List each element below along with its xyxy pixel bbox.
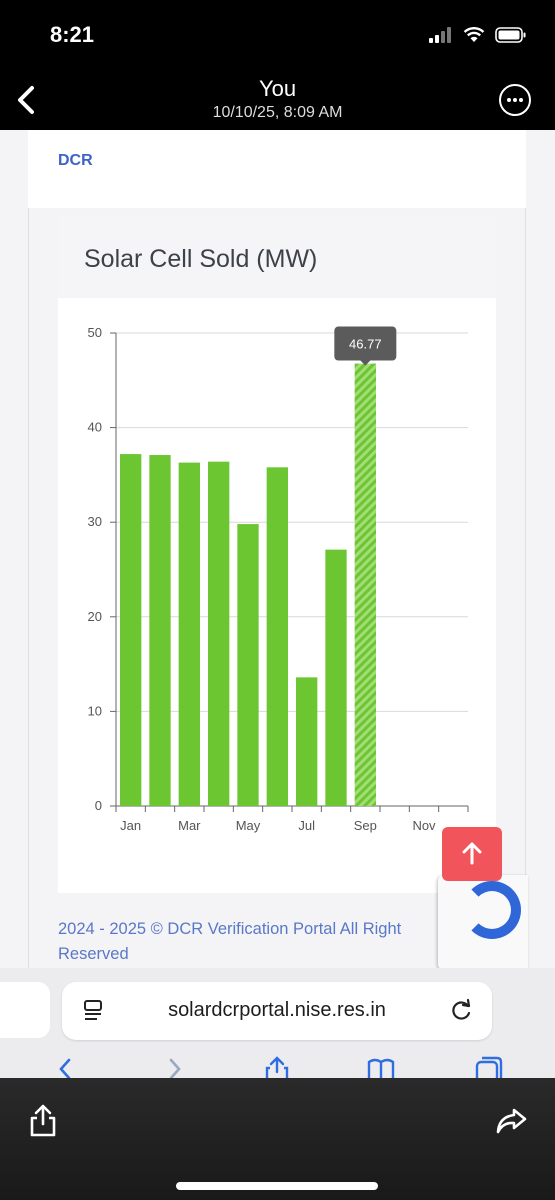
bar-aug[interactable] [325, 549, 347, 806]
y-tick-label: 30 [88, 514, 102, 529]
browser-nav [0, 1054, 555, 1078]
bar-apr[interactable] [208, 461, 230, 806]
chevron-left-icon[interactable] [8, 80, 44, 120]
home-indicator [176, 1182, 378, 1190]
share-icon[interactable] [262, 1054, 292, 1078]
shared-screenshot: DCR Solar Cell Sold (MW) 0 10 20 30 40 50 Jan M… [0, 130, 555, 1078]
reload-icon[interactable] [448, 998, 474, 1024]
chevron-right-icon[interactable] [160, 1054, 190, 1078]
sender-name: You [258, 76, 297, 101]
chevron-left-icon[interactable] [50, 1054, 80, 1078]
divider [525, 208, 526, 1028]
bar-mar[interactable] [178, 462, 200, 806]
status-time: 8:21 [50, 22, 95, 47]
bottom-toolbar [0, 1078, 555, 1200]
signal-icon [429, 27, 451, 43]
y-tick-label: 40 [88, 420, 102, 435]
bar-jan[interactable] [120, 454, 142, 806]
footer-copyright: 2024 - 2025 © DCR Verification Portal Al… [58, 920, 402, 963]
bar-may[interactable] [237, 524, 259, 806]
browser-bar: solardcrportal.nise.res.in [0, 968, 555, 1078]
status-bar: 8:21 [0, 0, 555, 70]
x-tick-label: Jan [120, 818, 141, 833]
battery-icon [495, 27, 526, 43]
tooltip [334, 326, 397, 361]
divider [28, 208, 29, 1028]
previous-tab[interactable] [0, 982, 50, 1038]
card-title: Solar Cell Sold (MW) [84, 245, 318, 273]
y-tick-label: 50 [88, 325, 102, 340]
recaptcha-icon [463, 881, 521, 939]
bar-jun[interactable] [266, 467, 288, 806]
chart-card: Solar Cell Sold (MW) 0 10 20 30 40 50 Jan Mar Ma… [58, 215, 496, 893]
x-tick-label: Sep [354, 818, 377, 833]
site-brand[interactable]: DCR [58, 152, 93, 169]
card-header: Solar Cell Sold (MW) [58, 215, 496, 298]
bar-jul[interactable] [296, 677, 318, 806]
message-header: You 10/10/25, 8:09 AM [0, 70, 555, 130]
bar-feb[interactable] [149, 455, 171, 806]
arrow-up-icon [462, 842, 482, 865]
tabs-icon[interactable] [474, 1054, 504, 1078]
x-tick-label: Jul [298, 818, 315, 833]
y-tick-label: 20 [88, 609, 102, 624]
reader-icon[interactable] [82, 999, 104, 1023]
bookmarks-icon[interactable] [366, 1054, 396, 1078]
message-date: 10/10/25, 8:09 AM [212, 104, 343, 121]
x-tick-label: May [236, 818, 261, 833]
tooltip-arrow [359, 359, 372, 366]
scroll-to-top-button[interactable] [442, 827, 502, 881]
forward-icon[interactable] [494, 1102, 528, 1138]
more-icon[interactable] [499, 84, 531, 116]
share-icon[interactable] [26, 1102, 60, 1138]
wifi-icon [463, 27, 485, 42]
url-text: solardcrportal.nise.res.in [168, 999, 386, 1021]
x-tick-label: Nov [412, 818, 436, 833]
y-tick-label: 0 [95, 798, 102, 813]
y-tick-label: 10 [88, 703, 102, 718]
bar-sep[interactable] [354, 363, 376, 806]
site-header: DCR [28, 130, 526, 208]
address-bar[interactable]: solardcrportal.nise.res.in [62, 982, 492, 1040]
x-tick-label: Mar [178, 818, 201, 833]
recaptcha-badge[interactable] [438, 875, 528, 970]
bar-chart: 0 10 20 30 40 50 Jan Mar May Jul Sep Nov 46.77 [88, 325, 469, 833]
tooltip-value: 46.77 [349, 337, 382, 352]
status-icons [429, 22, 527, 48]
